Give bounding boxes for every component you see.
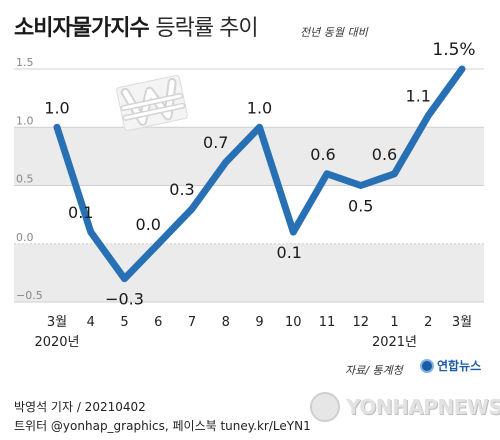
background-band [14,243,484,302]
x-tick-label: 6 [154,315,162,330]
x-tick-label: 10 [285,315,302,330]
y-axis-ticks: −0.5 0.0 0.5 1.0 1.5 [16,56,43,302]
data-label: 1.1 [406,87,431,106]
year-labels: 2020년 2021년 [34,335,417,350]
series-line-path [53,65,466,283]
x-tick-label: 9 [255,315,263,330]
data-label: 0.3 [169,180,194,199]
data-label: 0.1 [277,243,302,262]
y-tick-label: 1.5 [16,56,34,69]
chart-title: 소비자물가지수 등락률 추이 [14,10,259,42]
x-tick-label: 7 [188,315,196,330]
data-label: 1.0 [44,98,69,117]
chart-subtitle: 전년 동월 대비 [300,26,368,39]
yonhap-logo: 연합뉴스 [420,357,481,374]
data-label: 1.5% [432,40,475,60]
title-light: 등락률 추이 [155,16,258,41]
year-label: 2020년 [34,335,79,350]
x-tick-label: 2 [424,315,432,330]
data-label: 0.5 [348,197,373,216]
data-label: 0.6 [372,145,397,164]
watermark-emblem-icon [310,392,340,422]
gridlines [14,68,484,303]
y-tick-label: 0.0 [16,231,34,244]
data-label: 0.1 [68,203,93,222]
x-tick-label: 11 [319,315,336,330]
byline: 박영석 기자 / 20210402 [14,400,146,414]
x-tick-label: 4 [87,315,95,330]
social-links: 트위터 @yonhap_graphics, 페이스북 tuney.kr/LeYN… [14,419,311,433]
series-line [53,65,466,283]
yonhapnews-watermark: YONHAPNEWS [310,392,500,422]
x-tick-label: 5 [120,315,128,330]
yonhap-logo-icon [420,358,434,373]
data-label: 1.0 [247,98,272,117]
title-bold: 소비자물가지수 [14,16,150,41]
watermark-text: YONHAPNEWS [346,395,500,419]
x-tick-label: 3월 [452,315,472,330]
won-currency-icon [116,74,188,132]
x-tick-label: 3월 [47,315,67,330]
data-source: 자료/ 통계청 [345,364,403,377]
data-label: 0.0 [136,215,161,234]
data-label: −0.3 [105,290,144,309]
data-labels: 1.0 0.1 −0.3 0.0 0.3 0.7 1.0 0.1 0.6 0.5 0.6 1.1 1.5… [44,40,475,309]
x-tick-label: 12 [352,315,369,330]
x-tick-label: 8 [222,315,230,330]
x-axis-ticks: 3월 4 5 6 7 8 9 10 11 12 1 2 3월 [47,315,472,330]
x-tick-label: 1 [390,315,398,330]
data-label: 0.7 [203,133,228,152]
y-tick-label: 0.5 [16,173,34,186]
year-label: 2021년 [372,335,417,350]
yonhap-logo-text: 연합뉴스 [437,359,482,373]
y-tick-label: −0.5 [16,289,43,302]
data-label: 0.6 [310,145,335,164]
y-tick-label: 1.0 [16,114,34,127]
